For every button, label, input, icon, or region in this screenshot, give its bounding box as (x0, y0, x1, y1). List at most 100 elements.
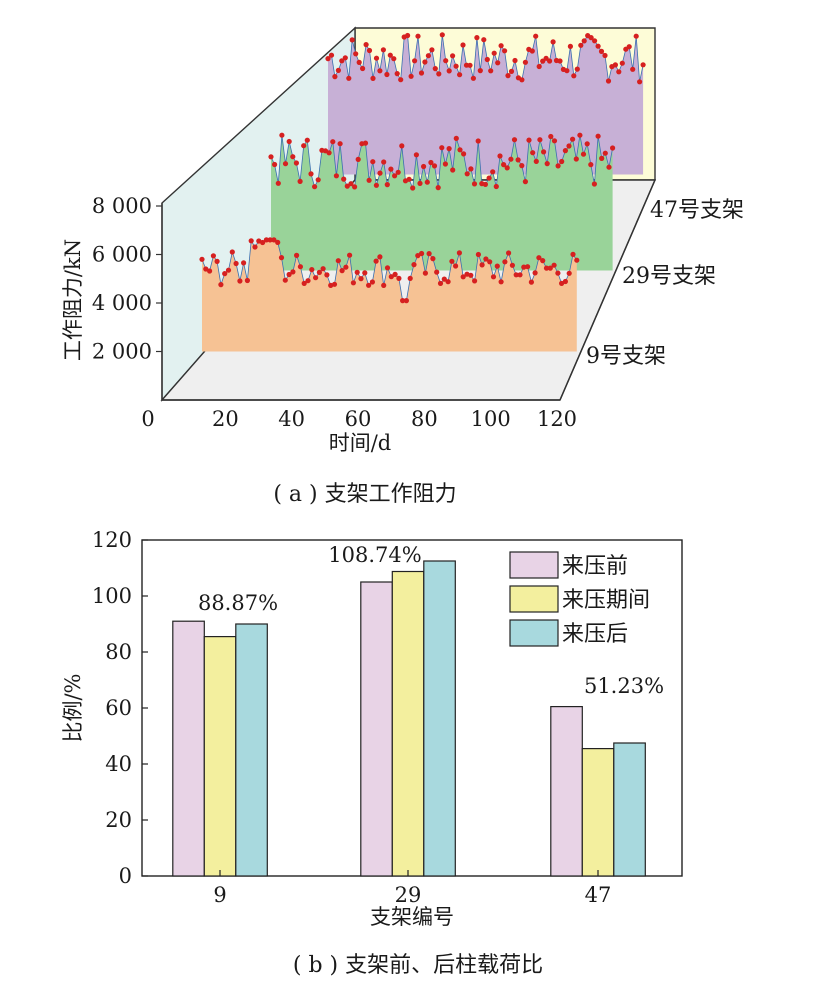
point-9-58 (419, 250, 425, 257)
point-29-54 (464, 171, 470, 177)
legend-label-after: 来压后 (562, 622, 628, 647)
x-tick-a-40: 40 (278, 407, 305, 431)
point-9-5 (218, 282, 224, 288)
y-tick-b-60: 60 (105, 696, 132, 720)
point-29-17 (330, 139, 336, 145)
point-9-40 (350, 280, 356, 286)
point-29-49 (446, 146, 452, 152)
point-47-21 (398, 77, 404, 83)
point-9-3 (210, 253, 216, 259)
point-29-66 (508, 156, 514, 162)
point-47-44 (477, 68, 483, 74)
bar-47-0 (550, 705, 583, 877)
bar-9-0 (172, 620, 205, 877)
point-9-60 (426, 251, 432, 257)
point-9-8 (229, 249, 235, 255)
bar-9-2 (235, 623, 268, 877)
point-47-15 (377, 68, 383, 74)
area-29 (271, 135, 613, 271)
point-29-47 (439, 145, 445, 151)
point-9-12 (244, 277, 250, 284)
point-47-73 (578, 42, 584, 48)
x-axis-title-a: 时间/d (329, 431, 392, 455)
point-29-0 (268, 154, 274, 160)
point-47-65 (550, 39, 556, 45)
caption-b: ( b ) 支架前、后柱载荷比 (293, 953, 543, 978)
point-9-78 (494, 263, 500, 269)
x-tick-a-100: 100 (471, 407, 511, 431)
point-29-85 (577, 132, 583, 138)
point-47-56 (519, 77, 525, 83)
point-47-33 (439, 32, 445, 38)
bar-layer (172, 560, 646, 877)
point-9-20 (275, 239, 281, 245)
point-29-72 (530, 150, 536, 156)
y-tick-a-2000: 2 000 (92, 340, 152, 364)
point-9-37 (339, 268, 345, 274)
point-9-32 (320, 266, 326, 272)
point-47-88 (630, 66, 636, 72)
point-47-9 (356, 59, 362, 65)
point-29-50 (450, 167, 456, 173)
point-9-77 (490, 274, 497, 280)
point-29-57 (475, 138, 481, 144)
point-29-18 (333, 173, 339, 179)
point-29-1 (272, 161, 278, 168)
point-9-66 (449, 258, 455, 264)
point-9-41 (354, 269, 360, 275)
point-47-12 (366, 47, 373, 54)
point-29-90 (595, 133, 601, 139)
point-47-85 (619, 60, 625, 66)
point-9-81 (506, 250, 512, 256)
bar-annotation-29: 108.74% (328, 543, 421, 567)
point-47-51 (502, 48, 508, 54)
point-9-74 (479, 262, 485, 268)
point-47-34 (443, 58, 449, 64)
point-9-48 (381, 282, 387, 288)
point-9-10 (237, 278, 243, 284)
point-47-25 (412, 58, 418, 64)
bar-47-1 (581, 747, 615, 877)
point-9-87 (528, 279, 535, 285)
point-9-0 (199, 256, 205, 262)
y-ticks-b: 0 20 40 60 80 100 120 (92, 528, 148, 888)
y-tick-b-80: 80 (105, 640, 132, 664)
point-47-2 (332, 74, 338, 80)
point-9-76 (487, 259, 493, 265)
point-47-3 (335, 67, 341, 73)
y-tick-b-0: 0 (119, 864, 132, 888)
point-9-46 (373, 258, 379, 264)
point-9-99 (574, 257, 580, 263)
point-47-8 (353, 51, 359, 57)
point-29-48 (442, 161, 448, 167)
point-9-39 (347, 252, 353, 258)
point-47-59 (529, 48, 535, 54)
point-9-38 (343, 264, 349, 270)
point-9-80 (502, 259, 508, 265)
point-9-26 (297, 264, 303, 270)
point-29-63 (497, 153, 503, 159)
legend-swatch-after (509, 619, 559, 647)
point-29-6 (290, 154, 296, 160)
point-47-80 (602, 52, 608, 59)
point-9-52 (396, 275, 402, 281)
point-47-26 (415, 33, 421, 39)
point-47-31 (432, 66, 438, 72)
point-47-14 (373, 55, 380, 61)
point-29-67 (511, 137, 518, 143)
point-29-81 (562, 148, 569, 154)
bar-29-0 (360, 581, 393, 877)
point-47-19 (391, 56, 397, 62)
point-9-62 (434, 269, 440, 275)
point-9-83 (513, 272, 519, 278)
point-29-42 (421, 163, 427, 170)
point-47-63 (543, 55, 549, 61)
y-ticks: 2 000 4 000 6 000 8 000 (92, 194, 162, 364)
point-29-30 (377, 170, 383, 176)
point-29-83 (570, 136, 576, 142)
point-47-10 (360, 65, 366, 72)
point-9-94 (555, 270, 561, 276)
point-9-21 (278, 255, 285, 261)
point-47-24 (408, 73, 414, 79)
